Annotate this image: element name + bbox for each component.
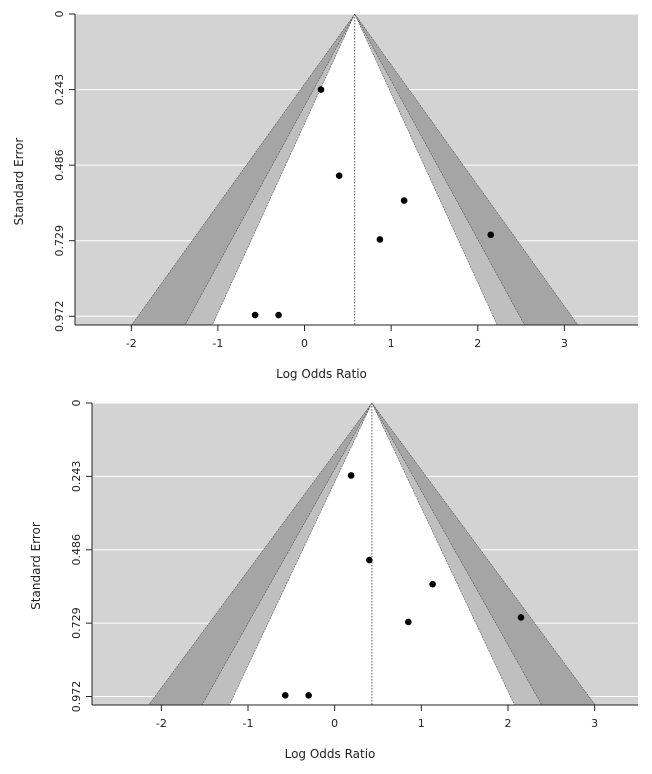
study-point-2 bbox=[429, 580, 436, 588]
y-tick-label-2: 0.486 bbox=[70, 534, 83, 566]
x-axis-title: Log Odds Ratio bbox=[276, 367, 367, 381]
study-point-4 bbox=[517, 614, 525, 621]
x-tick-label-0: -2 bbox=[156, 717, 167, 730]
x-tick-label-5: 3 bbox=[561, 337, 568, 350]
y-tick-label-3: 0.729 bbox=[70, 607, 83, 639]
study-point-6 bbox=[275, 311, 282, 319]
y-tick-label-0: 0 bbox=[53, 11, 66, 18]
y-tick-label-4: 0.972 bbox=[70, 681, 83, 713]
study-point-2 bbox=[400, 197, 408, 204]
study-point-0 bbox=[317, 86, 325, 93]
funnel-regions bbox=[131, 14, 579, 325]
funnel-plot-top: 0 0.243 0.486 0.729 0.972 -2 -1 0 1 2 3 Log Odds Ra… bbox=[12, 11, 638, 381]
study-point-6 bbox=[305, 692, 312, 699]
study-point-1 bbox=[366, 556, 373, 564]
x-tick-label-2: 0 bbox=[301, 337, 308, 350]
y-tick-label-2: 0.486 bbox=[53, 149, 66, 181]
x-tick-label-2: 0 bbox=[331, 717, 338, 730]
y-tick-label-3: 0.729 bbox=[53, 225, 66, 257]
study-point-1 bbox=[335, 172, 343, 180]
x-tick-label-5: 3 bbox=[591, 717, 598, 730]
x-tick-label-1: -1 bbox=[212, 337, 223, 350]
x-tick-label-0: -2 bbox=[126, 337, 137, 350]
study-point-5 bbox=[281, 692, 289, 699]
y-tick-label-1: 0.243 bbox=[53, 74, 66, 106]
funnel-plot-bottom: 0 0.243 0.486 0.729 0.972 -2 -1 0 1 2 3 Log Odds Ra… bbox=[29, 400, 638, 761]
y-axis-title: Standard Error bbox=[29, 522, 43, 610]
x-tick-label-1: -1 bbox=[243, 717, 254, 730]
study-point-5 bbox=[251, 311, 259, 319]
y-axis-title: Standard Error bbox=[12, 138, 26, 226]
study-point-4 bbox=[487, 231, 495, 239]
funnel-region-p10 bbox=[212, 14, 498, 325]
study-point-0 bbox=[347, 472, 355, 479]
study-point-3 bbox=[376, 236, 384, 243]
x-tick-label-3: 1 bbox=[418, 717, 425, 730]
x-tick-label-4: 2 bbox=[505, 717, 512, 730]
x-axis-title: Log Odds Ratio bbox=[285, 747, 376, 761]
x-tick-label-4: 2 bbox=[474, 337, 481, 350]
study-point-3 bbox=[405, 618, 412, 626]
x-tick-label-3: 1 bbox=[388, 337, 395, 350]
y-tick-label-4: 0.972 bbox=[53, 301, 66, 333]
y-tick-label-0: 0 bbox=[70, 400, 83, 407]
y-tick-label-1: 0.243 bbox=[70, 461, 83, 493]
